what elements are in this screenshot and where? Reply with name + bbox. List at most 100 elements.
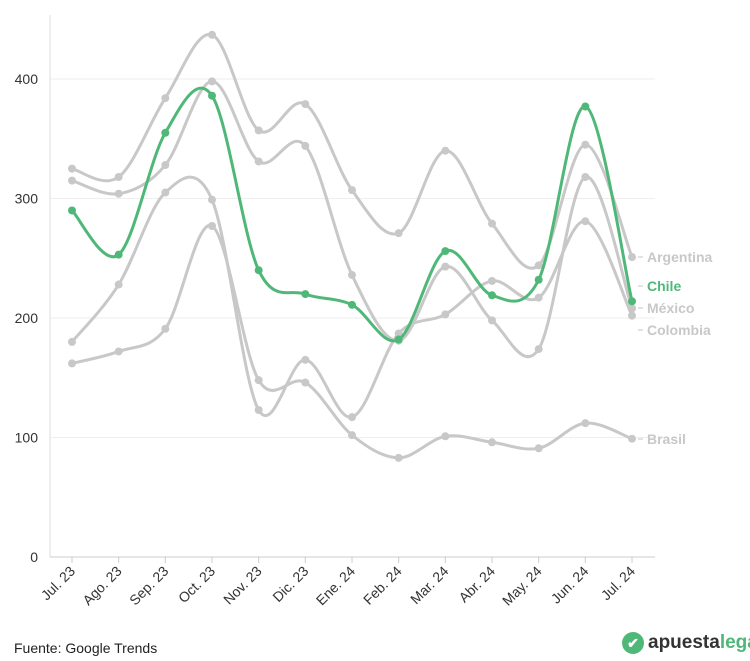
series-colombia: Colombia bbox=[68, 175, 711, 422]
data-point bbox=[441, 262, 450, 271]
data-point bbox=[301, 355, 310, 364]
series-label: Chile bbox=[647, 278, 681, 294]
data-point bbox=[161, 188, 170, 197]
data-point bbox=[208, 195, 216, 204]
data-point bbox=[254, 266, 263, 275]
data-point bbox=[161, 128, 170, 137]
y-tick-label: 100 bbox=[15, 430, 39, 446]
data-point bbox=[254, 406, 263, 415]
data-point bbox=[628, 434, 636, 443]
data-point bbox=[394, 229, 403, 238]
data-point bbox=[68, 164, 76, 173]
y-tick-label: 400 bbox=[15, 71, 39, 87]
data-point bbox=[114, 280, 123, 289]
data-point bbox=[348, 270, 356, 279]
data-point bbox=[534, 444, 543, 453]
data-point bbox=[254, 126, 263, 135]
y-tick-label: 0 bbox=[30, 549, 38, 565]
data-point bbox=[581, 102, 590, 111]
data-point bbox=[68, 337, 76, 346]
series-label: Brasil bbox=[647, 431, 686, 447]
x-tick-label: Jul. 24 bbox=[598, 563, 639, 604]
data-point bbox=[301, 290, 310, 299]
data-point bbox=[254, 376, 263, 385]
data-point bbox=[348, 186, 356, 195]
x-tick-label: Mar. 24 bbox=[407, 563, 451, 607]
series-label: Argentina bbox=[647, 249, 713, 265]
data-point bbox=[581, 172, 590, 181]
brand-logo: ✔ apuestalegal bbox=[622, 632, 750, 654]
series-line bbox=[71, 224, 633, 460]
data-point bbox=[488, 316, 496, 325]
logo-text-b: legal bbox=[719, 632, 750, 653]
data-point bbox=[114, 172, 123, 181]
data-point bbox=[68, 206, 76, 215]
x-tick-label: May. 24 bbox=[499, 563, 545, 609]
source-note: Fuente: Google Trends bbox=[14, 640, 158, 656]
x-tick-label: Ago. 23 bbox=[79, 563, 125, 609]
data-point bbox=[68, 176, 76, 185]
series-argentina: Argentina bbox=[68, 30, 713, 270]
x-tick-label: Jul. 23 bbox=[38, 563, 79, 604]
data-point bbox=[254, 157, 263, 166]
data-point bbox=[114, 347, 123, 356]
check-icon: ✔ bbox=[622, 632, 644, 654]
x-tick-label: Feb. 24 bbox=[360, 563, 405, 608]
line-chart: 0 100 200 300 400 Jul. 23 Ago. 23 Sep. 23 Oct. 2… bbox=[15, 15, 713, 609]
data-point bbox=[441, 247, 450, 256]
x-tick-label: Oct. 23 bbox=[175, 563, 218, 606]
data-point bbox=[348, 300, 356, 309]
data-point bbox=[534, 275, 543, 284]
x-tick-label: Ene. 24 bbox=[313, 563, 359, 609]
x-tick-label: Sep. 23 bbox=[126, 563, 172, 609]
logo-text-a: apuesta bbox=[648, 632, 720, 653]
data-point bbox=[161, 161, 170, 170]
data-point bbox=[534, 293, 543, 302]
data-point bbox=[208, 221, 216, 230]
x-tick-label: Jun. 24 bbox=[548, 563, 592, 607]
x-tick-label: Nov. 23 bbox=[220, 563, 265, 608]
data-point bbox=[441, 310, 450, 319]
data-point bbox=[301, 100, 310, 109]
data-point bbox=[488, 219, 496, 228]
data-point bbox=[348, 413, 356, 422]
data-point bbox=[114, 189, 123, 198]
data-point bbox=[628, 253, 636, 262]
y-tick-label: 200 bbox=[15, 310, 39, 326]
data-point bbox=[581, 217, 590, 226]
data-point bbox=[488, 438, 496, 447]
data-point bbox=[441, 432, 450, 441]
data-point bbox=[348, 431, 356, 440]
data-point bbox=[488, 276, 496, 285]
data-point bbox=[394, 329, 403, 338]
series-line bbox=[71, 79, 634, 359]
x-tick-label: Dic. 23 bbox=[269, 563, 311, 605]
series-chile: Chile bbox=[68, 86, 681, 344]
data-point bbox=[161, 94, 170, 103]
series-méxico: México bbox=[68, 77, 694, 359]
data-point bbox=[301, 141, 310, 150]
series-label: México bbox=[647, 300, 694, 316]
data-point bbox=[581, 419, 590, 428]
data-point bbox=[534, 261, 543, 270]
data-point bbox=[208, 30, 216, 39]
data-point bbox=[301, 378, 310, 387]
data-point bbox=[441, 146, 450, 155]
data-point bbox=[534, 345, 543, 354]
x-tick-label: Abr. 24 bbox=[455, 563, 498, 606]
series-brasil: Brasil bbox=[68, 221, 686, 462]
data-point bbox=[68, 359, 76, 368]
data-point bbox=[628, 311, 636, 320]
data-point bbox=[208, 91, 216, 100]
data-point bbox=[394, 335, 403, 344]
series-line bbox=[70, 175, 634, 419]
data-point bbox=[628, 297, 636, 306]
data-point bbox=[208, 77, 216, 86]
data-point bbox=[394, 453, 403, 462]
data-point bbox=[161, 324, 170, 333]
series-label: Colombia bbox=[647, 322, 711, 338]
data-point bbox=[581, 140, 590, 149]
data-point bbox=[114, 250, 123, 259]
y-tick-label: 300 bbox=[15, 191, 39, 207]
